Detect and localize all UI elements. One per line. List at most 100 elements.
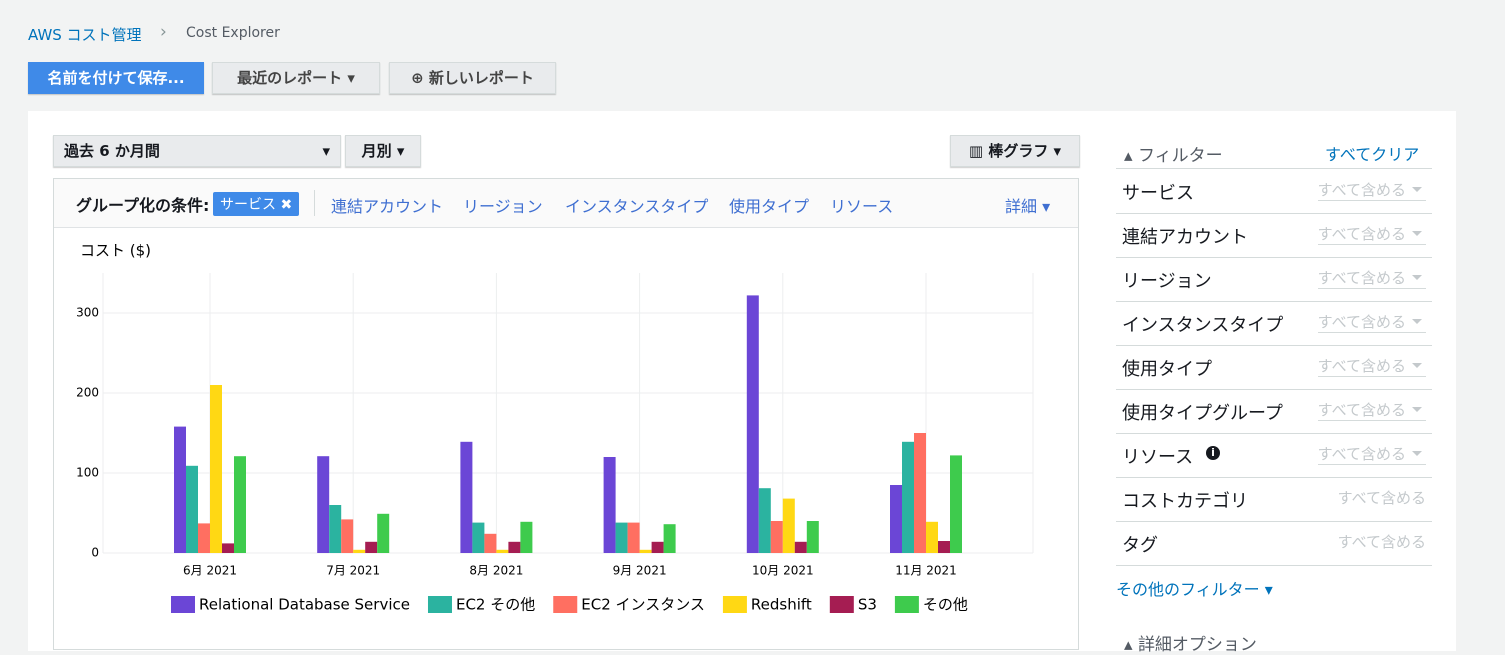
filter-name: タグ	[1122, 535, 1158, 556]
filter-name: コストカテゴリ	[1122, 491, 1248, 512]
legend-swatch	[171, 596, 195, 613]
filter-row[interactable]: タグ すべて含める	[1116, 521, 1432, 566]
divider	[314, 190, 315, 216]
legend-swatch	[722, 596, 747, 613]
bar	[210, 385, 222, 553]
y-axis-label: コスト ($)	[80, 242, 151, 260]
filter-row[interactable]: リソース i すべて含める	[1116, 433, 1432, 478]
legend-label: EC2 インスタンス	[581, 596, 705, 614]
y-tick-label: 200	[76, 386, 99, 400]
breadcrumb-home[interactable]: AWS コスト管理	[28, 26, 142, 44]
filter-value: すべて含める	[1317, 267, 1426, 289]
x-tick-label: 6月 2021	[183, 564, 237, 578]
bar	[914, 433, 926, 553]
x-tick-label: 9月 2021	[613, 564, 667, 578]
legend-swatch	[894, 596, 919, 613]
filter-row[interactable]: コストカテゴリ すべて含める	[1116, 477, 1432, 522]
bar	[317, 456, 330, 553]
label: 新しいレポート	[428, 69, 534, 87]
new-button[interactable]: ⊕ 新しいレポート	[389, 62, 556, 94]
bar	[484, 533, 497, 553]
bar	[890, 485, 902, 553]
filter-value: すべて含める	[1317, 311, 1426, 333]
bar	[222, 543, 234, 553]
bar	[639, 549, 652, 553]
bar	[520, 521, 533, 553]
group-option[interactable]: 使用タイプ	[729, 197, 810, 216]
filter-name: 連結アカウント	[1122, 227, 1248, 248]
bar	[758, 488, 771, 553]
filter-name: リソース	[1122, 447, 1194, 468]
filter-name: リージョン	[1122, 271, 1212, 292]
period-select[interactable]: 過去 6 か月間 ▾	[53, 135, 341, 167]
more-filters[interactable]: その他のフィルター ▾	[1116, 580, 1273, 599]
label: 過去 6 か月間	[64, 142, 160, 160]
filter-row[interactable]: インスタンスタイプ すべて含める	[1116, 301, 1432, 346]
filter-value: すべて含める	[1317, 399, 1426, 421]
legend-swatch	[427, 596, 452, 613]
legend-label: S3	[858, 596, 877, 614]
group-option[interactable]: 連結アカウント	[331, 197, 444, 216]
legend-label: その他	[923, 596, 968, 614]
label: 詳細	[1005, 197, 1038, 216]
filter-row[interactable]: サービス すべて含める	[1116, 169, 1432, 214]
legend-swatch	[829, 596, 854, 613]
group-more[interactable]: 詳細 ▾	[1005, 197, 1051, 216]
filter-value: すべて含める	[1317, 443, 1426, 465]
filter-row[interactable]: リージョン すべて含める	[1116, 257, 1432, 302]
filter-name: 使用タイプグループ	[1122, 403, 1283, 424]
bar	[496, 549, 509, 553]
bar	[353, 549, 366, 553]
filter-name: インスタンスタイプ	[1122, 315, 1284, 336]
group-option[interactable]: リソース	[830, 197, 894, 216]
filter-value: すべて含める	[1317, 179, 1426, 201]
granularity-select[interactable]: 月別 ▾	[345, 135, 421, 167]
breadcrumb-current: Cost Explorer	[186, 25, 280, 41]
group-chip[interactable]: サービス ✖	[213, 192, 300, 216]
filter-value: すべて含める	[1337, 489, 1426, 507]
label: その他のフィルター	[1116, 580, 1260, 599]
bar	[794, 541, 807, 553]
x-tick-label: 8月 2021	[469, 564, 523, 578]
bar	[329, 505, 342, 553]
label: サービス	[220, 197, 276, 213]
group-option[interactable]: リージョン	[463, 197, 543, 216]
bar	[627, 522, 640, 553]
filter-row[interactable]: 使用タイプ すべて含める	[1116, 345, 1432, 390]
label: フィルター	[1137, 146, 1223, 166]
bar	[746, 295, 759, 553]
chart-type-select[interactable]: ▥ 棒グラフ ▾	[950, 135, 1080, 167]
label: 詳細オプション	[1137, 635, 1257, 655]
bar	[902, 441, 914, 553]
filters-title[interactable]: ▴ フィルター	[1124, 146, 1223, 166]
bar	[770, 521, 783, 553]
save-button[interactable]: 名前を付けて保存...	[28, 62, 204, 94]
filter-name: サービス	[1122, 183, 1194, 204]
label: 月別	[361, 142, 392, 160]
bar	[460, 441, 473, 553]
breadcrumb-sep: ›	[160, 22, 167, 42]
filter-row[interactable]: 連結アカウント すべて含める	[1116, 213, 1432, 258]
filter-row[interactable]: 使用タイプグループ すべて含める	[1116, 389, 1432, 434]
filter-name: 使用タイプ	[1122, 359, 1212, 380]
filter-value: すべて含める	[1337, 533, 1426, 551]
advanced-options[interactable]: ▴ 詳細オプション	[1124, 635, 1257, 655]
label: 棒グラフ	[988, 142, 1049, 160]
bar	[651, 541, 664, 553]
divider	[1116, 168, 1432, 169]
group-label: グループ化の条件:	[76, 196, 210, 215]
info-icon[interactable]: i	[1206, 446, 1220, 460]
filters-clear[interactable]: すべてクリア	[1325, 145, 1420, 164]
bar	[508, 541, 521, 553]
bar	[341, 519, 354, 553]
recent-button[interactable]: 最近のレポート ▾	[212, 62, 380, 94]
bar	[938, 541, 950, 553]
bar	[663, 524, 676, 553]
bar	[174, 426, 186, 553]
group-option[interactable]: インスタンスタイプ	[565, 197, 709, 216]
bar	[234, 456, 246, 553]
bar	[806, 521, 819, 553]
bar	[603, 457, 616, 553]
bar	[615, 522, 628, 553]
